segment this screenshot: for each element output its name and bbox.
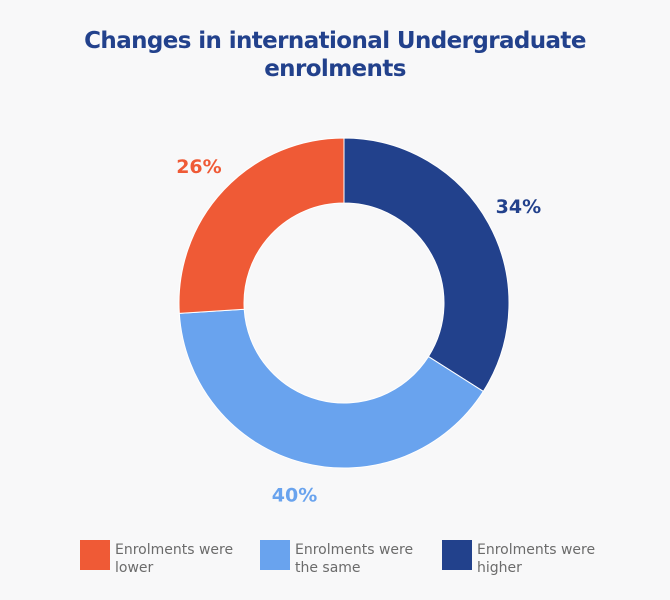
data-label-lower: 26%	[176, 156, 221, 178]
legend: Enrolments were lower Enrolments were th…	[0, 540, 670, 590]
legend-item-same: Enrolments were the same	[260, 540, 413, 577]
donut-slice-lower	[178, 137, 345, 314]
donut-slice-same	[178, 308, 485, 469]
donut-slice-higher	[343, 137, 510, 393]
data-label-higher: 34%	[496, 196, 541, 218]
data-label-same: 40%	[272, 485, 317, 507]
legend-swatch-higher	[442, 540, 472, 570]
legend-swatch-lower	[80, 540, 110, 570]
chart-title-line-2: enrolments	[264, 56, 406, 82]
chart-title: Changes in international Undergraduate e…	[0, 27, 670, 83]
legend-item-lower: Enrolments were lower	[80, 540, 233, 577]
legend-label-lower: Enrolments were lower	[115, 542, 234, 576]
legend-label-same: Enrolments were the same	[295, 542, 414, 576]
legend-label-higher: Enrolments were higher	[477, 542, 596, 576]
legend-swatch-same	[260, 540, 290, 570]
chart-title-line-1: Changes in international Undergraduate	[84, 28, 586, 54]
legend-item-higher: Enrolments were higher	[442, 540, 595, 577]
